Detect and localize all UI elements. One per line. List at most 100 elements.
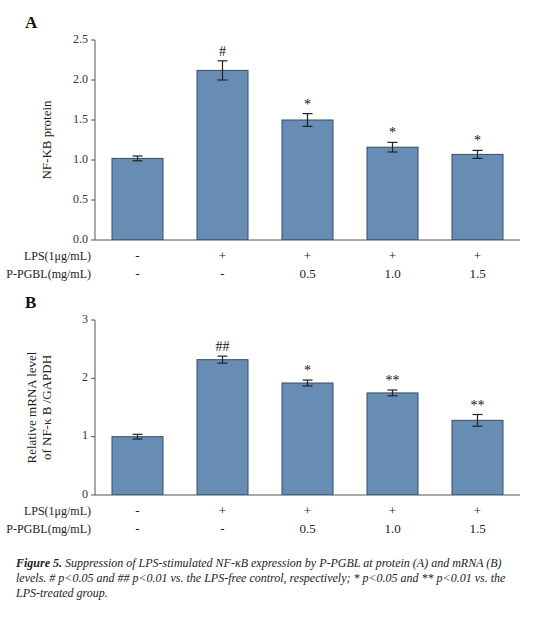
category-label: 1.5 <box>469 266 485 281</box>
error-cap <box>473 158 483 159</box>
tick-label: 3 <box>82 312 88 326</box>
error-bar <box>388 390 398 396</box>
category-label: 1.5 <box>469 521 485 536</box>
error-cap <box>303 379 313 380</box>
tick-label: 1.0 <box>73 152 88 166</box>
row-label: LPS(1μg/mL) <box>24 249 91 263</box>
panel: 0.00.51.01.52.02.5#***NF-KB proteinALPS(… <box>6 13 520 281</box>
marks <box>112 356 503 495</box>
tick-mark <box>91 80 95 81</box>
category-label: + <box>219 248 226 263</box>
bar <box>112 437 163 495</box>
row-label: LPS(1μg/mL) <box>24 504 91 518</box>
error-line <box>392 142 393 152</box>
annotation: ## <box>216 339 230 354</box>
bar <box>112 158 163 240</box>
y-axis <box>95 320 96 495</box>
error-cap <box>303 113 313 114</box>
y-axis-label: NF-KB protein <box>39 100 54 180</box>
tick-mark <box>91 40 95 41</box>
category-label: 0.5 <box>299 266 315 281</box>
panel-label: B <box>25 293 36 312</box>
category-label: + <box>474 503 481 518</box>
annotation: * <box>474 133 481 148</box>
annotation: ** <box>471 398 485 413</box>
error-cap <box>218 356 228 357</box>
category-label: + <box>389 248 396 263</box>
error-cap <box>218 363 228 364</box>
x-axis <box>95 495 520 496</box>
panel: 0123##*****Relative mRNA levelof NF-κ B … <box>6 293 520 536</box>
y-axis-label: Relative mRNA levelof NF-κ B /GAPDH <box>24 351 54 463</box>
error-bar <box>388 142 398 152</box>
bar <box>452 154 503 240</box>
error-line <box>392 390 393 396</box>
bar <box>197 360 248 495</box>
error-bar <box>133 434 143 439</box>
bar <box>367 393 418 495</box>
category-label: + <box>304 503 311 518</box>
category-label: - <box>135 521 139 536</box>
error-cap <box>388 389 398 390</box>
error-line <box>222 356 223 363</box>
tick-label: 0 <box>82 487 88 501</box>
annotation: ** <box>386 373 400 388</box>
error-cap <box>303 385 313 386</box>
annotation: * <box>389 125 396 140</box>
error-bar <box>473 150 483 158</box>
caption-text: Suppression of LPS-stimulated NF-κB expr… <box>16 556 505 600</box>
category-label: 1.0 <box>384 266 400 281</box>
bar <box>282 383 333 495</box>
tick-label: 2 <box>82 370 88 384</box>
error-bar <box>133 156 143 161</box>
error-cap <box>133 434 143 435</box>
error-cap <box>303 126 313 127</box>
category-label: + <box>389 503 396 518</box>
error-cap <box>133 155 143 156</box>
annotation: * <box>304 97 311 112</box>
error-line <box>477 150 478 158</box>
annotation: * <box>304 363 311 378</box>
error-cap <box>133 438 143 439</box>
tick-label: 1.5 <box>73 112 88 126</box>
tick-mark <box>91 240 95 241</box>
caption-title: Figure 5. <box>16 556 62 570</box>
error-cap <box>388 395 398 396</box>
category-label: 1.0 <box>384 521 400 536</box>
category-label: - <box>135 503 139 518</box>
category-label: - <box>135 248 139 263</box>
caption: Figure 5. Suppression of LPS-stimulated … <box>16 556 520 601</box>
error-cap <box>218 79 228 80</box>
panel-label: A <box>25 13 38 32</box>
error-bar <box>303 114 313 127</box>
row-label: P-PGBL(mg/mL) <box>6 267 91 281</box>
bar <box>452 420 503 495</box>
error-line <box>307 114 308 127</box>
annotation: # <box>219 44 226 59</box>
bar <box>367 147 418 240</box>
category-label: - <box>220 266 224 281</box>
error-cap <box>133 160 143 161</box>
error-cap <box>388 151 398 152</box>
tick-mark <box>91 495 95 496</box>
tick-mark <box>91 200 95 201</box>
error-cap <box>218 60 228 61</box>
error-line <box>222 61 223 80</box>
error-cap <box>388 142 398 143</box>
tick-mark <box>91 320 95 321</box>
tick-mark <box>91 378 95 379</box>
y-axis <box>95 40 96 240</box>
tick-mark <box>91 120 95 121</box>
error-bar <box>218 61 228 80</box>
error-cap <box>473 150 483 151</box>
category-label: - <box>135 266 139 281</box>
category-label: - <box>220 521 224 536</box>
error-line <box>137 156 138 161</box>
error-cap <box>473 426 483 427</box>
error-line <box>477 415 478 427</box>
error-line <box>137 434 138 439</box>
tick-label: 0.5 <box>73 192 88 206</box>
tick-mark <box>91 160 95 161</box>
bar <box>282 120 333 240</box>
bar <box>197 70 248 240</box>
